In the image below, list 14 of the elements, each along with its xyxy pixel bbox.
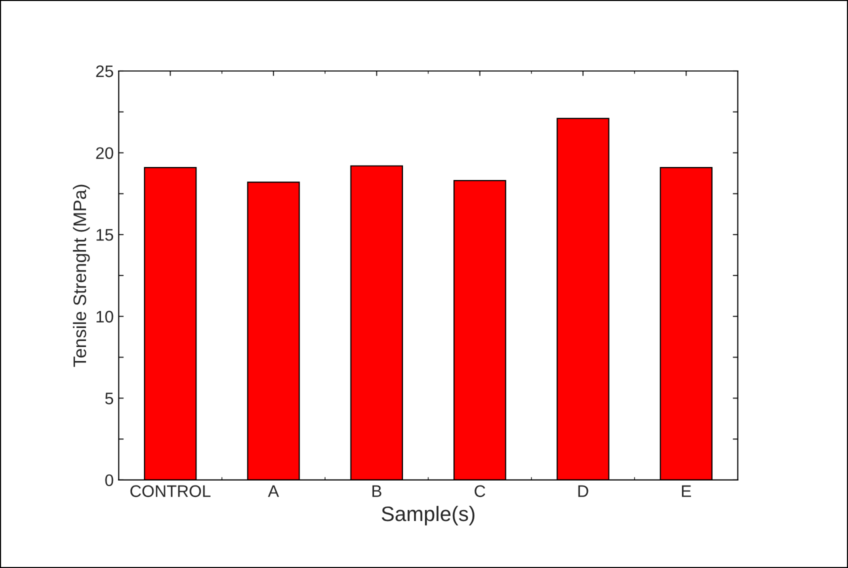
x-tick-label: E bbox=[682, 485, 692, 497]
x-tick-label: CONTROL bbox=[130, 485, 210, 498]
x-tick-label: D bbox=[578, 485, 588, 497]
y-axis-title: Tensile Strenght (MPa) bbox=[72, 184, 90, 367]
y-tick-label: 10 bbox=[96, 310, 114, 323]
y-tick-label: 0 bbox=[105, 474, 114, 486]
x-tick-label: C bbox=[474, 485, 486, 498]
x-axis-title: Sample(s) bbox=[382, 506, 474, 526]
y-tick-label: 25 bbox=[96, 65, 114, 78]
y-tick-label: 5 bbox=[105, 392, 114, 404]
y-tick-label: 15 bbox=[96, 229, 114, 241]
x-tick-label: B bbox=[372, 485, 382, 497]
x-tick-label: A bbox=[268, 485, 280, 497]
y-tick-label: 20 bbox=[96, 147, 114, 159]
